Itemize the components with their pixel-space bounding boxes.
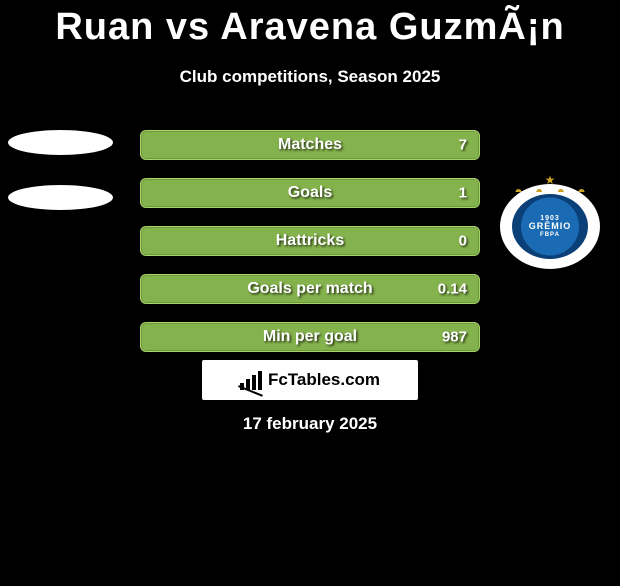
club-badge: ★ 1903 GRÊMIO FBPA: [500, 184, 600, 284]
stat-value: 7: [459, 137, 467, 154]
left-player-placeholders: [8, 130, 113, 240]
stat-label: Goals per match: [247, 280, 372, 298]
stats-panel: Matches 7 Goals 1 Hattricks 0 Goals per …: [140, 130, 480, 370]
badge-text: 1903 GRÊMIO FBPA: [529, 215, 572, 238]
branding-chart-icon: [240, 371, 262, 390]
stat-label: Matches: [278, 136, 342, 154]
badge-sub: FBPA: [529, 232, 572, 238]
stat-row-goals: Goals 1: [140, 178, 480, 208]
stat-value: 987: [442, 329, 467, 346]
stat-label: Min per goal: [263, 328, 357, 346]
generated-date: 17 february 2025: [0, 414, 620, 434]
badge-outer: ★ 1903 GRÊMIO FBPA: [500, 184, 600, 269]
player-photo-placeholder: [8, 185, 113, 210]
stat-row-matches: Matches 7: [140, 130, 480, 160]
stat-label: Goals: [288, 184, 332, 202]
badge-name: GRÊMIO: [529, 221, 572, 231]
stat-row-min-per-goal: Min per goal 987: [140, 322, 480, 352]
stat-row-hattricks: Hattricks 0: [140, 226, 480, 256]
badge-arc-icon: [505, 178, 595, 192]
badge-inner: 1903 GRÊMIO FBPA: [512, 194, 588, 259]
stat-row-goals-per-match: Goals per match 0.14: [140, 274, 480, 304]
page-subtitle: Club competitions, Season 2025: [0, 67, 620, 87]
page-title: Ruan vs Aravena GuzmÃ¡n: [0, 6, 620, 49]
stat-value: 0.14: [438, 281, 467, 298]
player-photo-placeholder: [8, 130, 113, 155]
stat-value: 0: [459, 233, 467, 250]
stat-label: Hattricks: [276, 232, 344, 250]
branding-banner: FcTables.com: [202, 360, 418, 400]
stat-value: 1: [459, 185, 467, 202]
branding-text: FcTables.com: [268, 370, 380, 390]
